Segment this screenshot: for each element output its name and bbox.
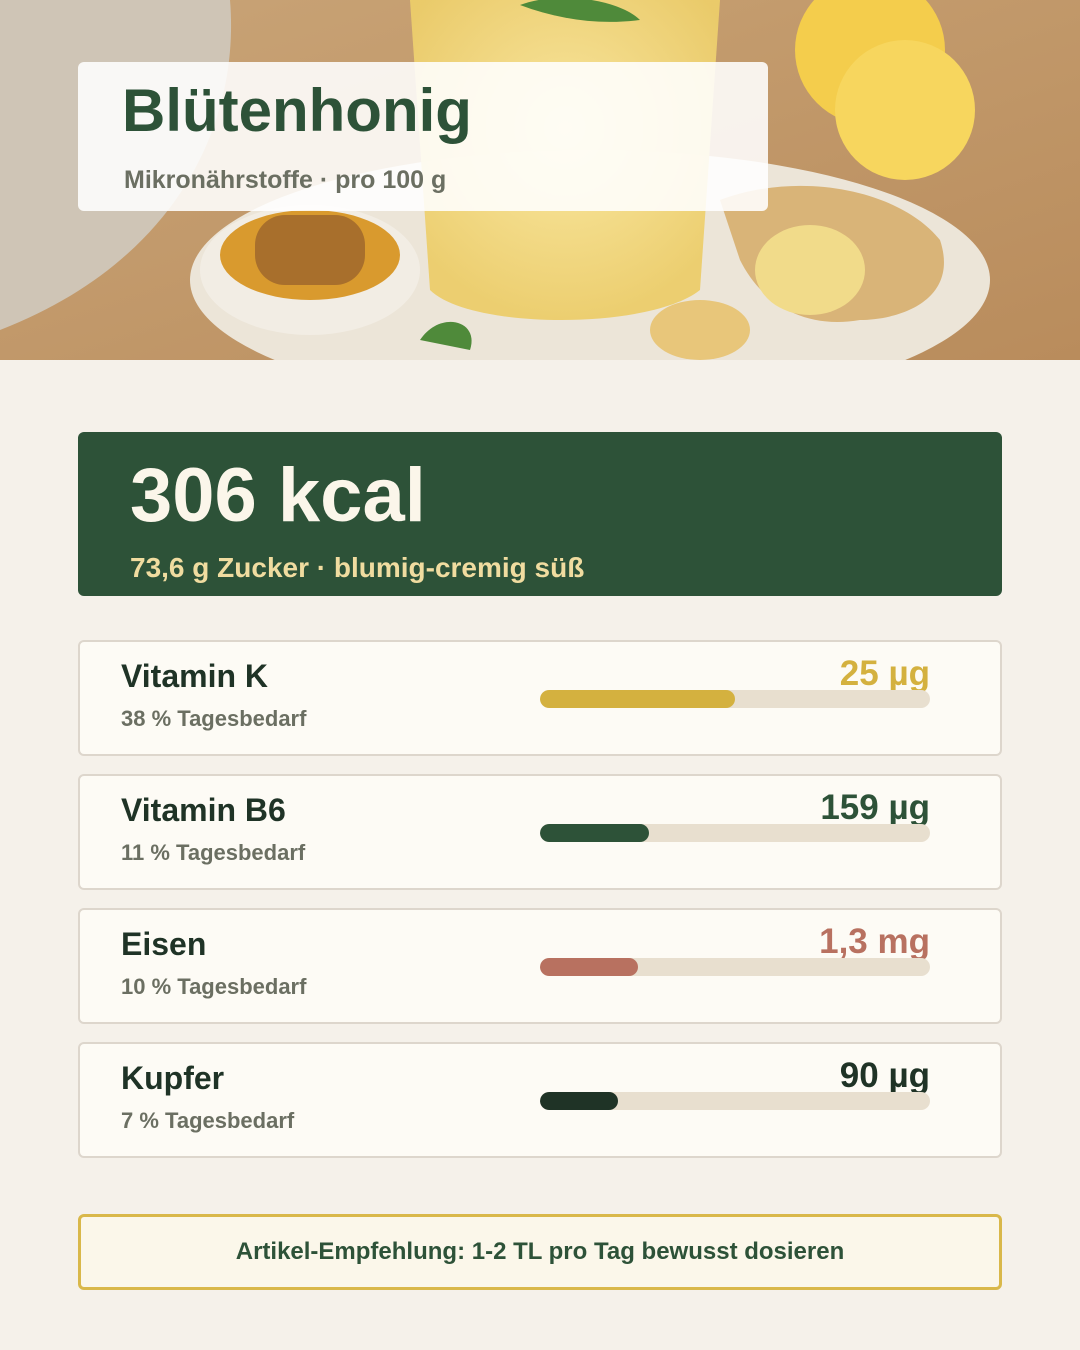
daily-share: 11 % Tagesbedarf [121,840,306,865]
energy-detail: 73,6 g Zucker · blumig-cremig süß [130,552,585,583]
nutrient-amount: 159 µg [820,788,930,827]
daily-share: 38 % Tagesbedarf [121,706,307,731]
bar-track [540,824,930,842]
bar-track [540,958,930,976]
bar-fill [540,690,735,708]
nutrient-row: Vitamin K 38 % Tagesbedarf 25 µg [78,640,1002,756]
energy-value: 306 kcal [130,453,426,538]
recommendation: Artikel-Empfehlung: 1-2 TL pro Tag bewus… [78,1214,1002,1290]
nutrient-name: Vitamin K [121,658,268,694]
header-card: Blütenhonig Mikronährstoffe · pro 100 g [78,62,768,211]
bar-track [540,690,930,708]
nutrient-row: Eisen 10 % Tagesbedarf 1,3 mg [78,908,1002,1024]
nutrient-row: Kupfer 7 % Tagesbedarf 90 µg [78,1042,1002,1158]
daily-share: 7 % Tagesbedarf [121,1108,295,1133]
bar-fill [540,958,638,976]
subtitle: Mikronährstoffe · pro 100 g [124,166,447,194]
nutrient-name: Eisen [121,926,207,962]
nutrient-name: Vitamin B6 [121,792,286,828]
nutrient-amount: 25 µg [839,654,930,693]
daily-share: 10 % Tagesbedarf [121,974,307,999]
title: Blütenhonig [122,77,472,144]
nutrient-name: Kupfer [121,1060,225,1096]
nutrient-amount: 90 µg [839,1056,930,1095]
bar-track [540,1092,930,1110]
bar-fill [540,1092,618,1110]
energy-card: 306 kcal 73,6 g Zucker · blumig-cremig s… [78,432,1002,596]
nutrient-amount: 1,3 mg [819,922,930,961]
nutrient-row: Vitamin B6 11 % Tagesbedarf 159 µg [78,774,1002,890]
bar-fill [540,824,650,842]
